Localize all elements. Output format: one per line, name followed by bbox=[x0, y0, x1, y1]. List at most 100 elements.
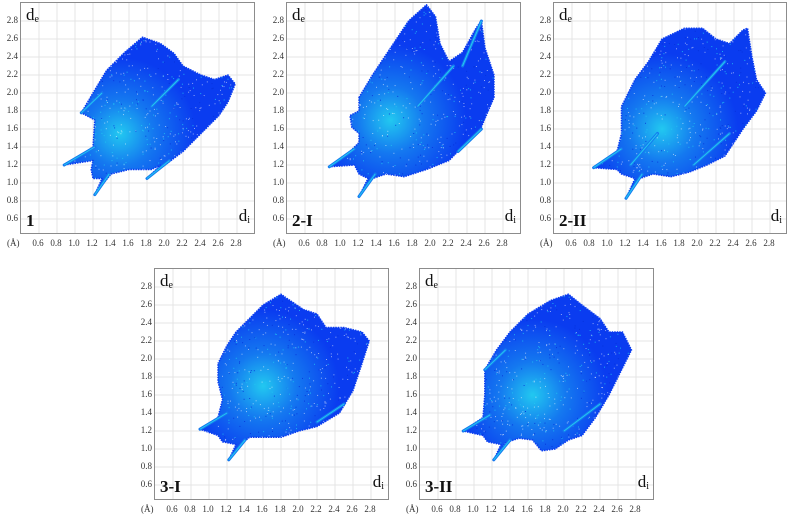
y-tick-label: 1.6 bbox=[539, 123, 551, 133]
x-tick-label: 2.2 bbox=[310, 504, 322, 514]
y-tick-label: 1.4 bbox=[140, 407, 152, 417]
x-tick-label: 2.8 bbox=[629, 504, 641, 514]
y-tick-label: 2.2 bbox=[272, 69, 284, 79]
x-axis-label-di: di bbox=[770, 206, 782, 226]
panel-label: 1 bbox=[26, 211, 35, 230]
x-tick-label: 0.8 bbox=[449, 504, 461, 514]
x-tick-label: 2.0 bbox=[292, 504, 304, 514]
x-tick-label: 0.6 bbox=[166, 504, 178, 514]
x-tick-label: 1.2 bbox=[86, 238, 98, 248]
x-tick-label: 1.2 bbox=[220, 504, 232, 514]
y-tick-label: 1.2 bbox=[140, 425, 152, 435]
fingerprint-spike-core bbox=[693, 133, 730, 166]
y-tick-label: 1.8 bbox=[140, 371, 152, 381]
x-tick-label: 1.0 bbox=[467, 504, 479, 514]
fingerprint-spike-core bbox=[228, 439, 246, 461]
fingerprint-density-region bbox=[63, 36, 236, 196]
x-tick-label: 0.6 bbox=[298, 238, 310, 248]
x-tick-label: 1.8 bbox=[673, 238, 685, 248]
x-tick-label: 1.6 bbox=[256, 504, 268, 514]
y-tick-label: 2.6 bbox=[272, 33, 284, 43]
y-tick-label: 0.6 bbox=[405, 479, 417, 489]
y-tick-label: 2.4 bbox=[272, 51, 284, 61]
x-tick-label: 1.2 bbox=[485, 504, 497, 514]
y-tick-label: 2.8 bbox=[405, 281, 417, 291]
y-tick-label: 0.8 bbox=[6, 195, 18, 205]
y-tick-label: 1.0 bbox=[272, 177, 284, 187]
fingerprint-spike-core bbox=[80, 92, 103, 114]
plot-area: de di 1 bbox=[20, 2, 255, 234]
plot-svg bbox=[155, 269, 388, 499]
x-tick-label: 2.0 bbox=[424, 238, 436, 248]
x-tick-label: 1.8 bbox=[406, 238, 418, 248]
fingerprint-spike-core bbox=[625, 173, 643, 199]
fingerprint-spike-core bbox=[630, 133, 658, 166]
plot-area: de di 2-I bbox=[286, 2, 521, 234]
x-tick-label: 1.0 bbox=[68, 238, 80, 248]
x-axis-label-di: di bbox=[238, 206, 250, 226]
y-tick-label: 2.0 bbox=[272, 87, 284, 97]
fingerprint-spike-core bbox=[484, 349, 506, 371]
x-tick-label: 1.4 bbox=[503, 504, 515, 514]
plot-area: de di 3-I bbox=[154, 268, 389, 500]
x-tick-label: 2.8 bbox=[496, 238, 508, 248]
fingerprint-spike-core bbox=[316, 403, 345, 423]
y-axis-label-de: de bbox=[160, 271, 173, 291]
y-tick-label: 2.8 bbox=[140, 281, 152, 291]
fingerprint-density-region bbox=[462, 293, 633, 461]
x-tick-label: 1.6 bbox=[655, 238, 667, 248]
plot-area: de di 2-II bbox=[553, 2, 787, 234]
fingerprint-density-region bbox=[592, 27, 767, 200]
fingerprint-spike-core bbox=[63, 146, 96, 166]
y-tick-label: 0.8 bbox=[539, 195, 551, 205]
panel-label: 3-I bbox=[160, 477, 181, 496]
y-tick-label: 0.6 bbox=[140, 479, 152, 489]
y-tick-label: 1.4 bbox=[539, 141, 551, 151]
y-tick-label: 1.4 bbox=[6, 141, 18, 151]
x-tick-label: 2.2 bbox=[176, 238, 188, 248]
y-tick-label: 1.6 bbox=[140, 389, 152, 399]
plot-svg bbox=[287, 3, 520, 233]
x-tick-label: 2.6 bbox=[346, 504, 358, 514]
fingerprint-spike-core bbox=[493, 439, 511, 461]
y-tick-label: 2.6 bbox=[405, 299, 417, 309]
y-tick-label: 0.8 bbox=[272, 195, 284, 205]
y-tick-label: 1.2 bbox=[539, 159, 551, 169]
y-axis-label-de: de bbox=[425, 271, 438, 291]
x-tick-label: 2.4 bbox=[593, 504, 605, 514]
y-tick-label: 2.0 bbox=[405, 353, 417, 363]
x-axis-label-di: di bbox=[504, 206, 516, 226]
x-axis-label-di: di bbox=[372, 472, 384, 492]
y-tick-label: 2.4 bbox=[140, 317, 152, 327]
x-tick-label: 2.0 bbox=[557, 504, 569, 514]
y-axis-label-de: de bbox=[559, 5, 572, 25]
y-tick-label: 0.8 bbox=[405, 461, 417, 471]
x-tick-label: 2.8 bbox=[230, 238, 242, 248]
fingerprint-density-region bbox=[328, 4, 495, 198]
y-tick-label: 2.4 bbox=[539, 51, 551, 61]
x-tick-label: 2.4 bbox=[460, 238, 472, 248]
y-tick-label: 2.8 bbox=[539, 15, 551, 25]
x-tick-label: 2.2 bbox=[442, 238, 454, 248]
y-tick-label: 2.2 bbox=[405, 335, 417, 345]
axis-unit-label: (Å) bbox=[141, 504, 154, 514]
fingerprint-spike-core bbox=[94, 173, 110, 195]
x-tick-label: 1.4 bbox=[370, 238, 382, 248]
y-tick-label: 1.6 bbox=[405, 389, 417, 399]
x-tick-label: 2.2 bbox=[709, 238, 721, 248]
x-tick-label: 0.8 bbox=[316, 238, 328, 248]
x-tick-label: 0.8 bbox=[583, 238, 595, 248]
y-tick-label: 2.6 bbox=[140, 299, 152, 309]
y-tick-label: 0.6 bbox=[539, 213, 551, 223]
fingerprint-spike-core bbox=[593, 148, 622, 169]
axis-unit-label: (Å) bbox=[7, 238, 20, 248]
x-tick-label: 2.0 bbox=[691, 238, 703, 248]
y-tick-label: 2.6 bbox=[6, 33, 18, 43]
y-axis-label-de: de bbox=[292, 5, 305, 25]
x-tick-label: 2.6 bbox=[611, 504, 623, 514]
axis-unit-label: (Å) bbox=[406, 504, 419, 514]
x-tick-label: 2.4 bbox=[328, 504, 340, 514]
y-tick-label: 2.8 bbox=[6, 15, 18, 25]
y-tick-label: 1.8 bbox=[539, 105, 551, 115]
fingerprint-spike-core bbox=[151, 79, 179, 107]
